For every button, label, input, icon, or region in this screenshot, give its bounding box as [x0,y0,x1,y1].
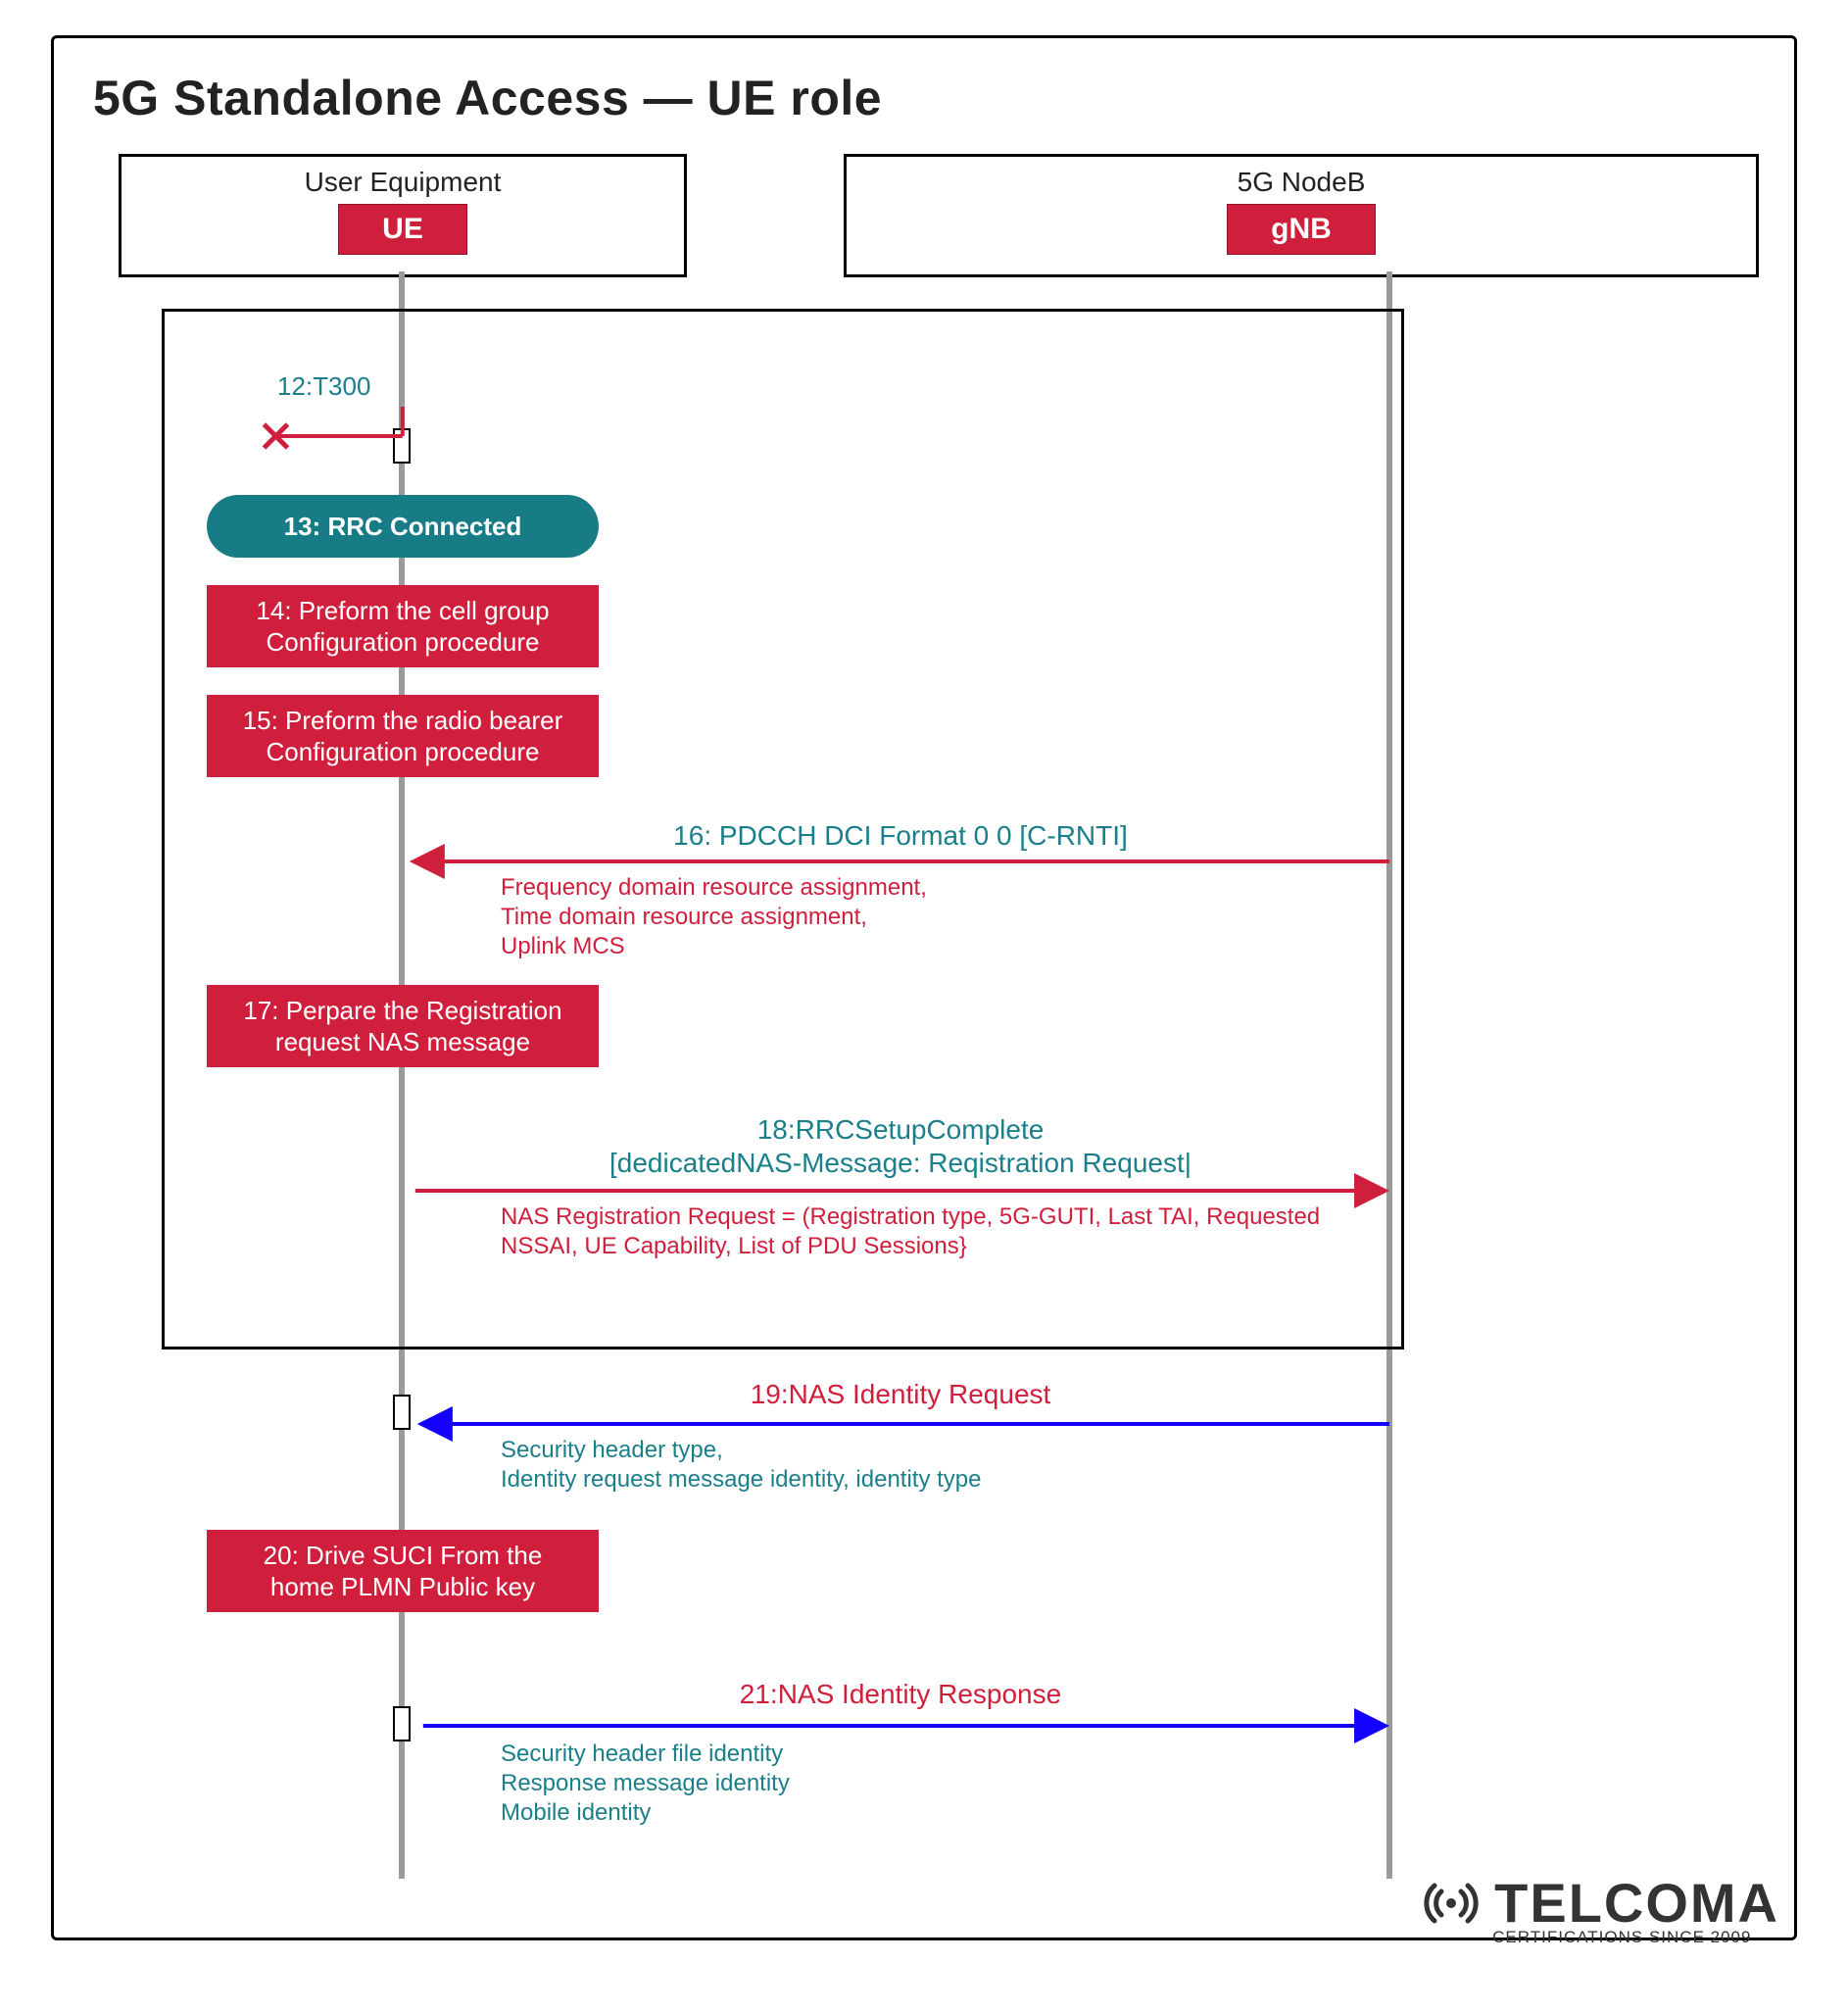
msg-21-detail: Security header file identity Response m… [501,1740,1363,1828]
msg-19-detail: Security header type, Identity request m… [501,1436,1363,1495]
state-13: 13: RRC Connected [207,495,599,558]
msg-18-detail: NAS Registration Request = (Registration… [501,1202,1363,1261]
activation-ue-3 [393,1706,411,1741]
sequence-canvas: User Equipment UE 5G NodeB gNB 12:T300 1… [89,154,1759,1879]
logo-subtext: CERTIFICATIONS SINCE 2009 [1492,1929,1779,1945]
msg-16-detail: Frequency domain resource assignment, Ti… [501,873,1363,961]
msg-19-title: 19:NAS Identity Request [430,1379,1371,1410]
action-20-label: 20: Drive SUCI From the home PLMN Public… [264,1540,543,1603]
page-title: 5G Standalone Access — UE role [93,70,1759,126]
action-20: 20: Drive SUCI From the home PLMN Public… [207,1530,599,1612]
action-17-label: 17: Perpare the Registration request NAS… [243,995,561,1058]
brand-logo: TELCOMA CERTIFICATIONS SINCE 2009 [1422,1874,1779,1945]
action-15-label: 15: Preform the radio bearer Configurati… [243,705,563,768]
participant-ue-tag: UE [338,204,467,255]
participant-gnb: 5G NodeB gNB [844,154,1759,277]
action-17: 17: Perpare the Registration request NAS… [207,985,599,1067]
state-13-label: 13: RRC Connected [284,511,522,543]
action-15: 15: Preform the radio bearer Configurati… [207,695,599,777]
msg-16-title: 16: PDCCH DCI Format 0 0 [C-RNTI] [430,820,1371,852]
participant-gnb-tag: gNB [1227,204,1376,255]
logo-text: TELCOMA [1494,1876,1779,1931]
participant-gnb-role: 5G NodeB [860,167,1742,198]
msg-21-title: 21:NAS Identity Response [430,1679,1371,1710]
msg-18-title2: [dedicatedNAS-Message: Reqistration Requ… [430,1148,1371,1179]
diagram-page: 5G Standalone Access — UE role User Equi… [51,35,1797,1940]
wifi-icon [1422,1874,1481,1933]
activation-ue-2 [393,1395,411,1430]
action-14: 14: Preform the cell group Configuration… [207,585,599,667]
activation-ue-1 [393,428,411,464]
participant-ue: User Equipment UE [119,154,687,277]
msg-18-title1: 18:RRCSetupComplete [430,1114,1371,1146]
timer-label: 12:T300 [277,371,370,402]
participant-ue-role: User Equipment [135,167,670,198]
action-14-label: 14: Preform the cell group Configuration… [256,595,549,659]
